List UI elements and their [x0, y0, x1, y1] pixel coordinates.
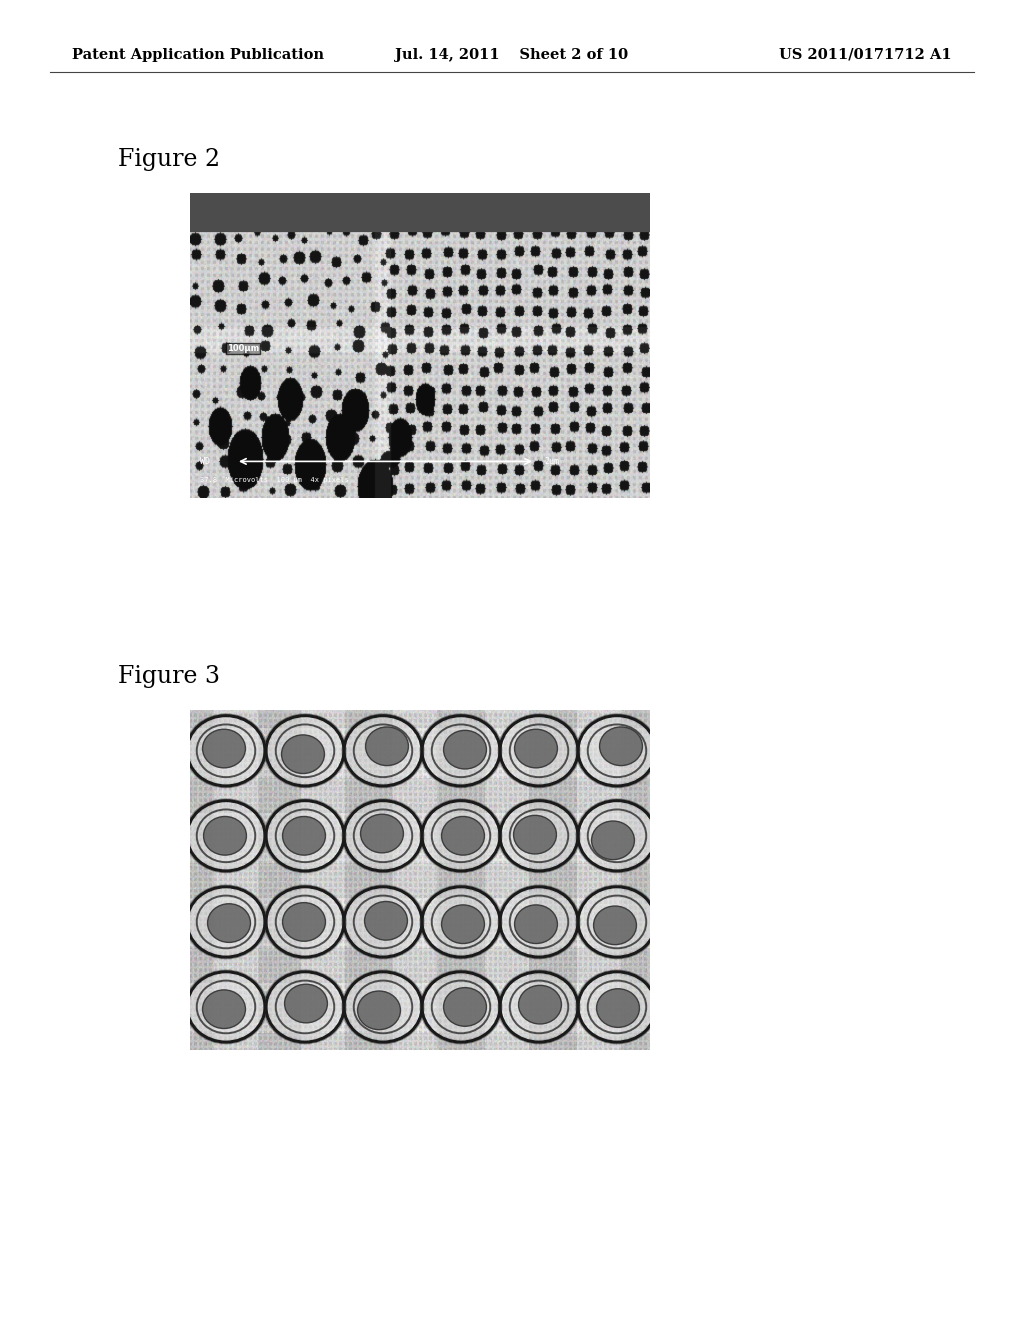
Ellipse shape	[269, 974, 341, 1039]
Text: Patent Application Publication: Patent Application Publication	[72, 48, 324, 62]
Ellipse shape	[269, 804, 341, 869]
Ellipse shape	[581, 890, 653, 954]
Text: US 2011/0171712 A1: US 2011/0171712 A1	[779, 48, 952, 62]
Ellipse shape	[347, 718, 419, 783]
Ellipse shape	[518, 985, 561, 1024]
Ellipse shape	[443, 730, 486, 770]
Ellipse shape	[503, 804, 575, 869]
Ellipse shape	[208, 904, 251, 942]
Ellipse shape	[203, 729, 246, 768]
Ellipse shape	[581, 974, 653, 1039]
Ellipse shape	[503, 974, 575, 1039]
Ellipse shape	[365, 902, 408, 940]
Ellipse shape	[594, 906, 637, 945]
Text: 100μm: 100μm	[226, 345, 259, 352]
Ellipse shape	[581, 804, 653, 869]
Ellipse shape	[514, 729, 557, 768]
Text: 37.8  Microvolts  100 μm  4x pixels: 37.8 Microvolts 100 μm 4x pixels	[200, 477, 349, 483]
Ellipse shape	[366, 727, 409, 766]
Text: Jul. 14, 2011  Sheet 2 of 10: Jul. 14, 2011 Sheet 2 of 10	[395, 48, 629, 62]
Ellipse shape	[347, 974, 419, 1039]
Ellipse shape	[347, 890, 419, 954]
Ellipse shape	[443, 987, 486, 1026]
Ellipse shape	[189, 974, 262, 1039]
Text: Figure 3: Figure 3	[118, 665, 220, 688]
Ellipse shape	[283, 903, 326, 941]
Ellipse shape	[360, 814, 403, 853]
Ellipse shape	[599, 727, 642, 766]
Ellipse shape	[441, 817, 484, 855]
Ellipse shape	[425, 804, 497, 869]
Ellipse shape	[189, 890, 262, 954]
Text: WD: WD	[200, 457, 210, 466]
Ellipse shape	[269, 890, 341, 954]
Ellipse shape	[514, 906, 557, 944]
Ellipse shape	[503, 718, 575, 783]
Ellipse shape	[592, 821, 635, 859]
Text: 2μm: 2μm	[544, 457, 559, 466]
Ellipse shape	[581, 718, 653, 783]
Ellipse shape	[425, 890, 497, 954]
Ellipse shape	[347, 804, 419, 869]
Ellipse shape	[597, 989, 639, 1027]
Text: Figure 2: Figure 2	[118, 148, 220, 172]
Ellipse shape	[514, 816, 556, 854]
Ellipse shape	[203, 990, 246, 1028]
Ellipse shape	[441, 906, 484, 944]
Ellipse shape	[283, 817, 326, 855]
Ellipse shape	[285, 985, 328, 1023]
Ellipse shape	[425, 974, 497, 1039]
Ellipse shape	[269, 718, 341, 783]
Ellipse shape	[204, 817, 247, 855]
Ellipse shape	[503, 890, 575, 954]
Ellipse shape	[425, 718, 497, 783]
Ellipse shape	[282, 735, 325, 774]
Ellipse shape	[189, 804, 262, 869]
Ellipse shape	[189, 718, 262, 783]
Ellipse shape	[357, 991, 400, 1030]
